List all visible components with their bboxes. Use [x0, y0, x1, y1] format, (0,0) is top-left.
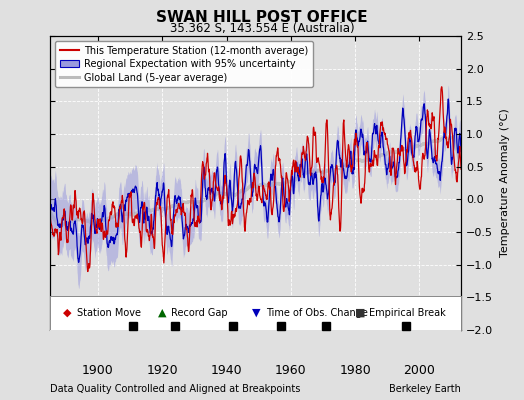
Text: $◆$: $◆$	[62, 307, 73, 319]
Text: Record Gap: Record Gap	[171, 308, 228, 318]
Text: 35.362 S, 143.554 E (Australia): 35.362 S, 143.554 E (Australia)	[170, 22, 354, 35]
Text: Empirical Break: Empirical Break	[368, 308, 445, 318]
Text: Berkeley Earth: Berkeley Earth	[389, 384, 461, 394]
Text: Time of Obs. Change: Time of Obs. Change	[266, 308, 368, 318]
Text: Station Move: Station Move	[77, 308, 140, 318]
Text: $▲$: $▲$	[157, 307, 167, 319]
Text: SWAN HILL POST OFFICE: SWAN HILL POST OFFICE	[156, 10, 368, 25]
Y-axis label: Temperature Anomaly (°C): Temperature Anomaly (°C)	[500, 109, 510, 257]
Legend: This Temperature Station (12-month average), Regional Expectation with 95% uncer: This Temperature Station (12-month avera…	[54, 41, 313, 87]
Text: $▼$: $▼$	[252, 307, 262, 319]
Text: $■$: $■$	[354, 307, 366, 319]
Text: Data Quality Controlled and Aligned at Breakpoints: Data Quality Controlled and Aligned at B…	[50, 384, 300, 394]
